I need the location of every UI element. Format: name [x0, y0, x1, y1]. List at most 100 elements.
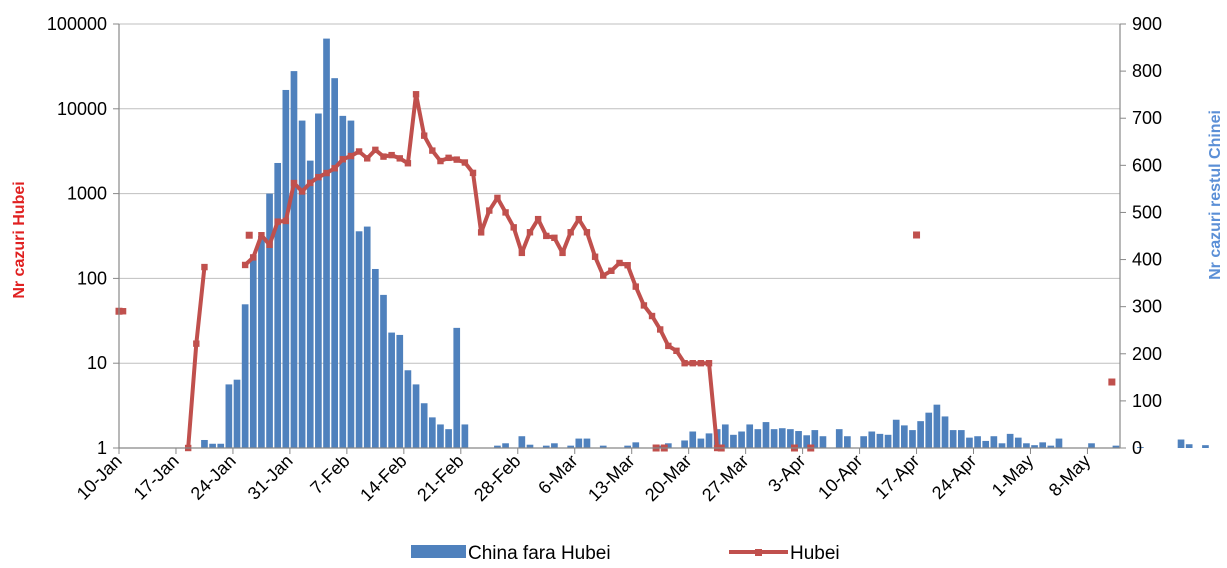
- legend-swatch-china-fara-hubei: [411, 545, 466, 558]
- bar: [1006, 433, 1014, 448]
- x-tick-label: 10-Jan: [73, 451, 126, 504]
- x-tick-label: 28-Feb: [470, 451, 524, 505]
- bar: [1031, 445, 1038, 448]
- bar: [933, 404, 941, 448]
- point: [486, 207, 493, 214]
- bar: [721, 424, 729, 448]
- point: [315, 173, 322, 181]
- right-tick-label: 500: [1132, 202, 1162, 222]
- bar: [738, 431, 745, 448]
- x-tick-label: 14-Feb: [356, 451, 410, 505]
- point: [494, 194, 501, 202]
- point: [665, 342, 672, 350]
- bar: [420, 403, 428, 448]
- bar: [404, 370, 412, 448]
- point: [453, 156, 460, 163]
- point: [526, 229, 534, 236]
- bar: [282, 89, 290, 448]
- left-axis-ticks: 1 10 100 1000 10000 100000: [47, 14, 107, 458]
- x-axis-ticks: 10-Jan 17-Jan 24-Jan 31-Jan 7-Feb 14-Feb 21-Fe…: [73, 451, 1095, 505]
- bar: [298, 120, 306, 449]
- bar: [249, 254, 257, 448]
- bar: [201, 439, 208, 448]
- right-tick-label: 800: [1132, 61, 1162, 81]
- bar: [331, 78, 338, 448]
- point: [575, 215, 583, 223]
- legend-label-china-fara-hubei: China fara Hubei: [468, 543, 611, 564]
- point: [380, 153, 387, 160]
- bar: [974, 436, 981, 448]
- bar: [258, 236, 265, 448]
- point: [372, 146, 379, 154]
- bar: [762, 422, 770, 448]
- bar: [681, 440, 688, 448]
- point: [266, 241, 273, 249]
- bar: [689, 431, 697, 448]
- point: [396, 155, 403, 162]
- bar: [884, 434, 892, 448]
- point: [412, 91, 420, 98]
- bar: [1202, 445, 1209, 448]
- bar: [575, 438, 583, 448]
- bar: [1039, 442, 1047, 448]
- bar: [949, 430, 957, 448]
- point: [258, 232, 265, 239]
- point: [323, 169, 330, 177]
- point: [274, 218, 281, 225]
- bar: [697, 438, 705, 448]
- line-hubei: [115, 91, 1116, 452]
- bar: [437, 424, 444, 448]
- bar: [453, 327, 461, 448]
- point: [1108, 378, 1116, 386]
- bar: [819, 436, 827, 448]
- bar: [656, 445, 664, 448]
- left-tick-label: 10000: [57, 99, 107, 119]
- x-tick-label: 20-Mar: [641, 451, 695, 505]
- x-tick-label: 7-Feb: [306, 451, 353, 498]
- point: [656, 326, 664, 333]
- bar: [844, 436, 851, 448]
- left-tick-label: 1000: [67, 184, 107, 204]
- x-tick-label: 21-Feb: [413, 451, 467, 505]
- bar: [428, 417, 436, 448]
- bar: [347, 120, 355, 449]
- bar: [966, 437, 973, 448]
- point: [591, 253, 599, 260]
- point: [404, 160, 412, 167]
- bar: [445, 429, 452, 448]
- bar: [990, 436, 998, 448]
- left-tick-label: 100000: [47, 14, 107, 34]
- bar: [355, 231, 363, 448]
- bar: [1023, 443, 1030, 448]
- bar: [388, 332, 395, 448]
- point: [241, 261, 249, 269]
- point: [250, 254, 257, 261]
- right-tick-label: 100: [1132, 391, 1162, 411]
- bar: [412, 384, 420, 448]
- bar: [339, 115, 347, 448]
- point: [347, 152, 355, 160]
- right-tick-label: 700: [1132, 108, 1162, 128]
- x-tick-label: 8-May: [1045, 451, 1095, 501]
- point: [502, 209, 509, 216]
- bar: [1047, 445, 1055, 448]
- bar: [1137, 447, 1144, 448]
- right-axis-ticks: 0 100 200 300 400 500 600 700 800 900: [1132, 14, 1162, 458]
- bar: [494, 445, 501, 448]
- x-tick-label: 27-Mar: [698, 451, 752, 505]
- bar: [730, 434, 737, 448]
- bar: [583, 438, 591, 448]
- bar: [998, 443, 1006, 448]
- legend-marker-hubei: [755, 549, 762, 556]
- bar: [209, 443, 216, 448]
- right-axis-title: Nr cazuri restul Chinei: [1207, 110, 1224, 280]
- point: [298, 188, 306, 195]
- point: [445, 154, 452, 162]
- bar: [754, 429, 762, 448]
- bar: [778, 428, 786, 448]
- point: [245, 231, 253, 239]
- bar: [542, 445, 550, 448]
- bar: [526, 444, 534, 448]
- bar: [632, 442, 640, 448]
- point: [469, 169, 477, 177]
